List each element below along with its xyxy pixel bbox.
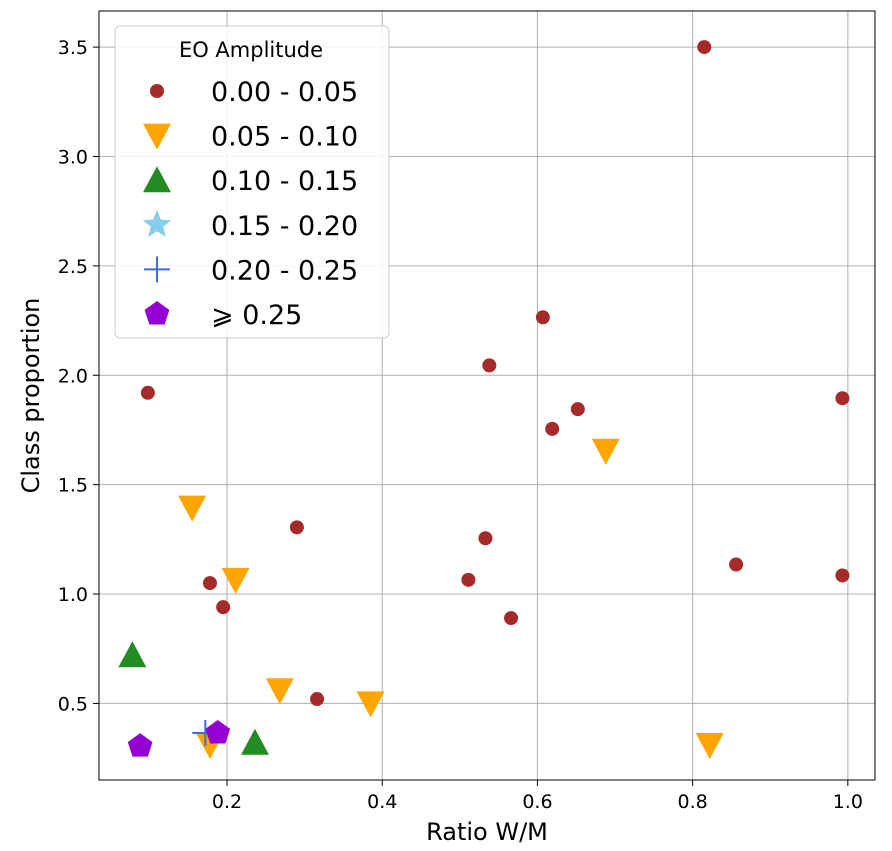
data-point [205,720,231,744]
data-point [478,531,493,546]
data-point [545,421,560,436]
legend-item: 0.20 - 0.25 [144,255,358,286]
y-tick-label: 3.5 [58,37,88,59]
data-point [591,438,620,465]
data-point [240,728,269,755]
x-tick-label: 0.2 [212,791,242,813]
data-point [461,572,476,587]
x-axis-label: Ratio W/M [426,818,548,846]
legend-item: 0.00 - 0.05 [150,77,358,108]
y-tick-label: 2.0 [58,365,88,387]
x-tick-label: 1.0 [833,791,863,813]
data-point [127,733,153,757]
data-point [118,641,147,668]
data-point [178,495,207,522]
x-tick-label: 0.6 [522,791,552,813]
axis-ticks: 0.2 0.4 0.6 0.8 1.0 0.5 1.0 1.5 2.0 2.5 3.0 3.5 [58,37,863,813]
y-tick-label: 2.5 [58,256,88,278]
y-axis-label: Class proportion [17,298,45,494]
legend-label: 0.15 - 0.20 [211,211,358,242]
data-point [140,385,155,400]
data-point [535,310,550,325]
plot-area [98,10,876,781]
legend-title: EO Amplitude [179,38,323,62]
legend-label: 0.10 - 0.15 [211,166,358,197]
legend: EO Amplitude 0.00 - 0.05 0.05 - 0.10 0.10 … [114,25,390,339]
y-tick-label: 1.0 [58,584,88,606]
data-point [221,567,250,594]
legend-marker [144,301,170,325]
data-point [570,402,585,417]
data-point [835,568,850,583]
legend-box [114,25,390,339]
legend-marker [143,123,171,150]
x-tick-label: 0.4 [367,791,397,813]
data-point [729,557,744,572]
data-point [202,576,217,591]
legend-label: 0.05 - 0.10 [211,122,358,153]
legend-item: ⩾ 0.25 [144,300,302,331]
y-tick-label: 3.0 [58,146,88,168]
legend-marker [150,84,164,98]
legend-label: 0.00 - 0.05 [211,77,358,108]
data-point [835,391,850,406]
legend-items: 0.00 - 0.05 0.05 - 0.10 0.10 - 0.15 0.15 - … [142,77,358,331]
legend-marker [143,166,171,193]
data-point [482,358,497,373]
y-tick-label: 0.5 [58,693,88,715]
legend-item: 0.15 - 0.20 [142,209,358,242]
data-points [118,40,850,759]
legend-marker [142,209,172,237]
data-point [216,600,231,615]
data-point [265,678,294,705]
data-point [695,732,724,759]
legend-marker [144,256,170,283]
legend-label: 0.20 - 0.25 [211,255,358,286]
data-point [697,40,712,55]
data-point [310,692,325,707]
data-point [289,520,304,535]
data-point [356,691,385,718]
x-tick-label: 0.8 [678,791,708,813]
y-tick-label: 1.5 [58,475,88,497]
data-point [504,611,519,626]
legend-item: 0.05 - 0.10 [143,122,358,153]
legend-label: ⩾ 0.25 [211,300,302,331]
legend-item: 0.10 - 0.15 [143,166,358,197]
